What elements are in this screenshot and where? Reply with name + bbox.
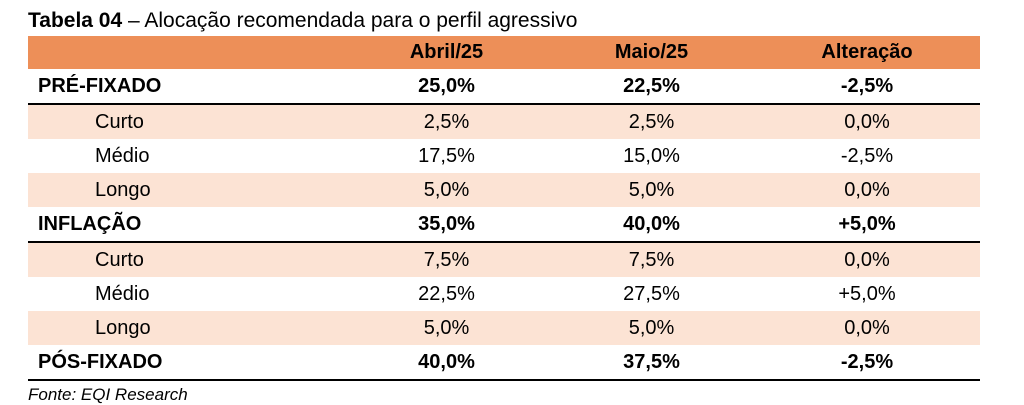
cell-change: 0,0% <box>754 104 980 139</box>
table-row: Longo 5,0% 5,0% 0,0% <box>28 311 980 345</box>
cell-april: 5,0% <box>344 311 549 345</box>
cell-april: 5,0% <box>344 173 549 207</box>
cell-change: 0,0% <box>754 173 980 207</box>
cell-april: 35,0% <box>344 207 549 243</box>
row-label: Longo <box>28 311 344 345</box>
cell-april: 17,5% <box>344 139 549 173</box>
cell-may: 37,5% <box>549 345 754 381</box>
table-row: Médio 22,5% 27,5% +5,0% <box>28 277 980 311</box>
cell-change: -2,5% <box>754 139 980 173</box>
header-may: Maio/25 <box>549 36 754 69</box>
row-label: Curto <box>28 242 344 277</box>
table-row: Longo 5,0% 5,0% 0,0% <box>28 173 980 207</box>
cell-change: +5,0% <box>754 277 980 311</box>
table-caption: Tabela 04 – Alocação recomendada para o … <box>28 6 980 36</box>
cell-may: 7,5% <box>549 242 754 277</box>
header-row: Abril/25 Maio/25 Alteração <box>28 36 980 69</box>
row-label: Curto <box>28 104 344 139</box>
cell-may: 40,0% <box>549 207 754 243</box>
allocation-table-figure: Tabela 04 – Alocação recomendada para o … <box>28 6 980 405</box>
row-label: Médio <box>28 277 344 311</box>
cell-may: 27,5% <box>549 277 754 311</box>
cell-april: 2,5% <box>344 104 549 139</box>
table-row-inflacao: INFLAÇÃO 35,0% 40,0% +5,0% <box>28 207 980 243</box>
cell-change: 0,0% <box>754 242 980 277</box>
table-row-pos-fixado: PÓS-FIXADO 40,0% 37,5% -2,5% <box>28 345 980 381</box>
source-note: Fonte: EQI Research <box>28 385 188 404</box>
row-label: INFLAÇÃO <box>28 207 344 243</box>
allocation-table: Abril/25 Maio/25 Alteração PRÉ-FIXADO 25… <box>28 36 980 381</box>
cell-may: 22,5% <box>549 69 754 105</box>
row-label: Médio <box>28 139 344 173</box>
table-row: Curto 7,5% 7,5% 0,0% <box>28 242 980 277</box>
cell-april: 40,0% <box>344 345 549 381</box>
cell-change: 0,0% <box>754 311 980 345</box>
cell-may: 2,5% <box>549 104 754 139</box>
cell-april: 22,5% <box>344 277 549 311</box>
cell-may: 5,0% <box>549 173 754 207</box>
cell-may: 15,0% <box>549 139 754 173</box>
cell-may: 5,0% <box>549 311 754 345</box>
table-title: – Alocação recomendada para o perfil agr… <box>122 9 578 32</box>
header-empty <box>28 36 344 69</box>
table-row: Médio 17,5% 15,0% -2,5% <box>28 139 980 173</box>
cell-april: 7,5% <box>344 242 549 277</box>
row-label: PRÉ-FIXADO <box>28 69 344 105</box>
row-label: PÓS-FIXADO <box>28 345 344 381</box>
cell-change: -2,5% <box>754 345 980 381</box>
table-row-pre-fixado: PRÉ-FIXADO 25,0% 22,5% -2,5% <box>28 69 980 105</box>
header-april: Abril/25 <box>344 36 549 69</box>
header-change: Alteração <box>754 36 980 69</box>
cell-change: +5,0% <box>754 207 980 243</box>
cell-change: -2,5% <box>754 69 980 105</box>
table-number: Tabela 04 <box>28 9 123 32</box>
table-row: Curto 2,5% 2,5% 0,0% <box>28 104 980 139</box>
cell-april: 25,0% <box>344 69 549 105</box>
row-label: Longo <box>28 173 344 207</box>
